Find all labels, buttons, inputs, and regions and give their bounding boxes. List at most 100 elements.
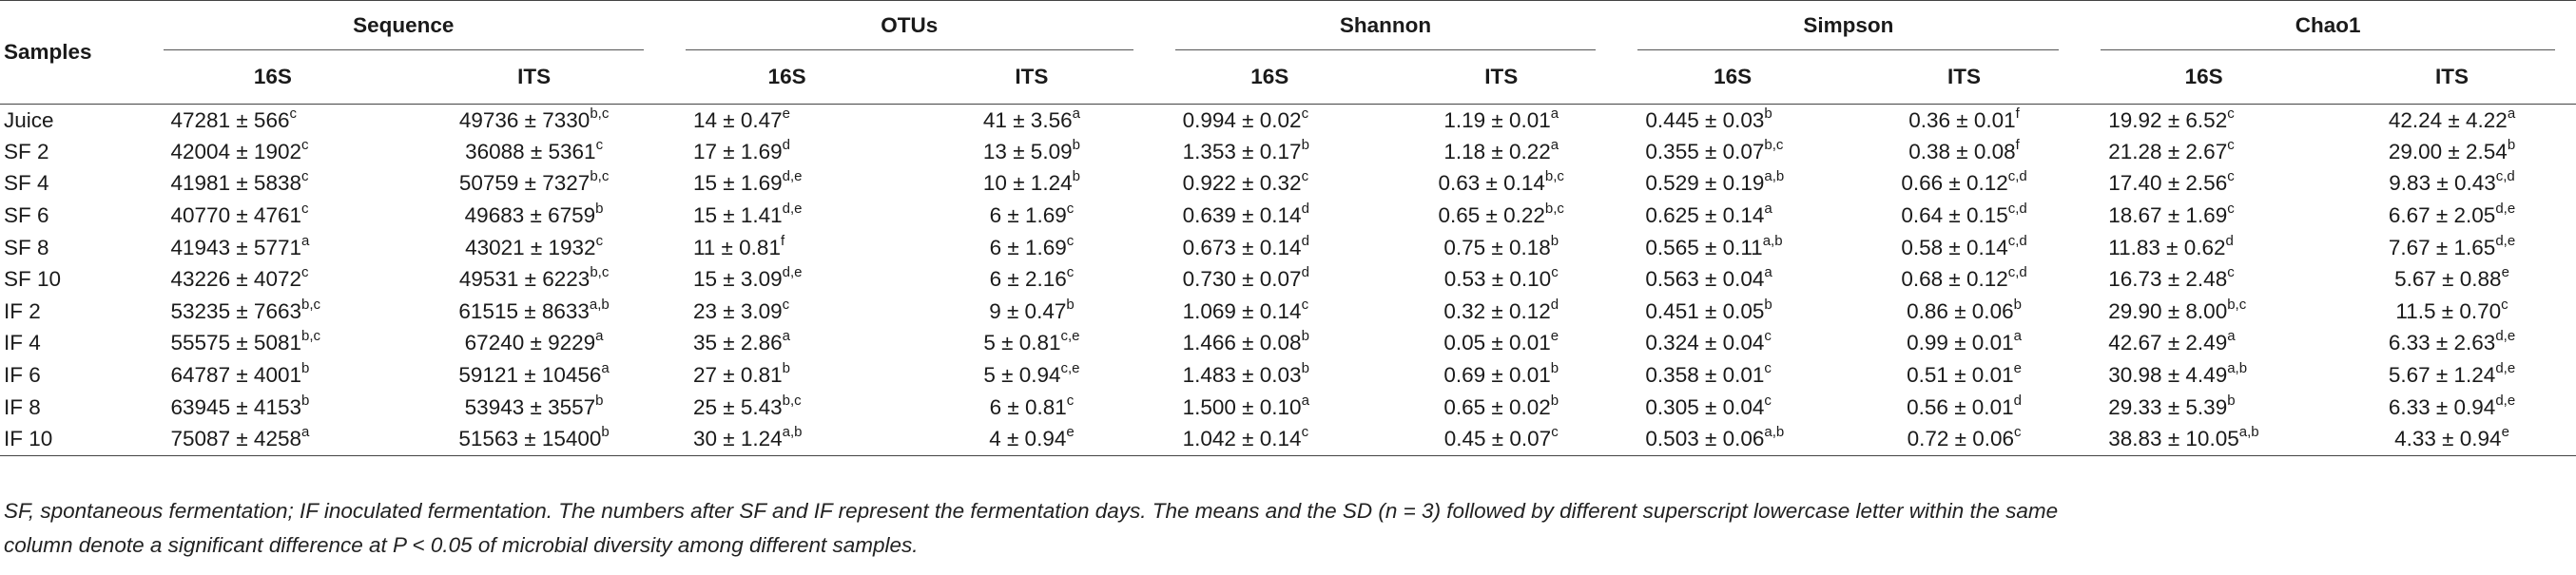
cell-value: 0.65 ± 0.02 (1443, 394, 1551, 419)
cell-superscript: d,e (2495, 392, 2516, 409)
header-samples: Samples (4, 40, 92, 64)
header-group-otus: OTUs (665, 1, 1154, 50)
table-cell: 50759 ± 7327b,c (403, 168, 665, 201)
cell-value: 1.069 ± 0.14 (1182, 298, 1302, 323)
cell-value: 29.33 ± 5.39 (2108, 394, 2228, 419)
table-cell: 0.38 ± 0.08f (1849, 136, 2080, 168)
cell-value: 49531 ± 6223 (458, 267, 591, 292)
cell-value: 55575 ± 5081 (170, 331, 301, 355)
table-cell: 0.565 ± 0.11a,b (1617, 232, 1848, 264)
cell-value: 0.69 ± 0.01 (1443, 363, 1551, 388)
table-cell: 35 ± 2.86a (665, 328, 909, 360)
cell-superscript: b (595, 392, 604, 409)
cell-superscript: a (1550, 136, 1559, 153)
table-row: IF 2 53235 ± 7663b,c 61515 ± 8633a,b 23 ± 3… (0, 296, 2576, 328)
table-cell: 23 ± 3.09c (665, 296, 909, 328)
row-label: SF 4 (4, 171, 49, 196)
table-cell: 0.922 ± 0.32c (1154, 168, 1385, 201)
cell-value: 64787 ± 4001 (170, 363, 301, 388)
cell-value: 38.83 ± 10.05 (2108, 426, 2239, 450)
row-label: SF 10 (4, 267, 62, 292)
cell-superscript: c (595, 136, 604, 153)
cell-superscript: d (2225, 232, 2234, 249)
table-cell: 40770 ± 4761c (143, 200, 404, 232)
cell-value: 43021 ± 1932 (465, 235, 596, 259)
cell-superscript: b,c (301, 328, 321, 345)
cell-value: 0.56 ± 0.01 (1907, 394, 2014, 419)
cell-superscript: c (1301, 296, 1309, 313)
cell-superscript: c (2227, 201, 2235, 218)
cell-superscript: b,c (2227, 296, 2247, 313)
cell-superscript: c (1764, 360, 1772, 377)
cell-value: 15 ± 3.09 (692, 267, 783, 292)
cell-superscript: a,b (1762, 232, 1783, 249)
table-cell: 1.500 ± 0.10a (1154, 392, 1385, 424)
table-cell: 0.358 ± 0.01c (1617, 359, 1848, 392)
cell-superscript: d,e (782, 168, 803, 185)
cell-value: 6.33 ± 2.63 (2388, 331, 2496, 355)
cell-superscript: b (1066, 296, 1075, 313)
cell-value: 15 ± 1.69 (692, 171, 783, 196)
cell-superscript: a (301, 232, 310, 249)
cell-superscript: c (1301, 423, 1309, 440)
diversity-table: Samples Sequence OTUs Shannon Simpson Ch… (0, 0, 2576, 456)
cell-value: 0.75 ± 0.18 (1443, 235, 1551, 259)
table-cell: 5.67 ± 1.24d,e (2328, 359, 2576, 392)
cell-value: 40770 ± 4761 (170, 203, 301, 228)
cell-superscript: b (301, 392, 310, 409)
row-label: SF 2 (4, 139, 49, 163)
cell-value: 27 ± 0.81 (692, 363, 783, 388)
cell-superscript: c (1551, 264, 1559, 281)
table-cell: 14 ± 0.47e (665, 105, 909, 137)
cell-value: 0.58 ± 0.14 (1901, 235, 2008, 259)
table-cell: 0.75 ± 0.18b (1385, 232, 1617, 264)
cell-value: 0.66 ± 0.12 (1901, 171, 2008, 196)
table-cell: 0.639 ± 0.14d (1154, 200, 1385, 232)
cell-value: 29.00 ± 2.54 (2388, 139, 2508, 163)
cell-superscript: c (1301, 168, 1309, 185)
cell-superscript: a (1550, 105, 1559, 122)
cell-superscript: b (1301, 328, 1309, 345)
cell-superscript: d,e (2495, 201, 2516, 218)
table-cell: 0.66 ± 0.12c,d (1849, 168, 2080, 201)
cell-superscript: b,c (301, 296, 321, 313)
cell-value: 9.83 ± 0.43 (2389, 171, 2496, 196)
table-cell: 16.73 ± 2.48c (2080, 263, 2328, 296)
cell-value: 14 ± 0.47 (692, 107, 783, 132)
table-row: SF 6 40770 ± 4761c 49683 ± 6759b 15 ± 1.41d… (0, 200, 2576, 232)
cell-superscript: a (2507, 105, 2516, 122)
table-cell: 41981 ± 5838c (143, 168, 404, 201)
cell-value: 0.36 ± 0.01 (1908, 107, 2016, 132)
cell-superscript: c (1551, 423, 1559, 440)
table-cell: 1.483 ± 0.03b (1154, 359, 1385, 392)
row-label: SF 6 (4, 203, 49, 228)
cell-value: 0.38 ± 0.08 (1908, 139, 2016, 163)
table-cell: 67240 ± 9229a (403, 328, 665, 360)
table-cell: 47281 ± 566c (143, 105, 404, 137)
table-cell: 0.86 ± 0.06b (1849, 296, 2080, 328)
cell-superscript: e (1550, 328, 1559, 345)
cell-superscript: d,e (782, 264, 803, 281)
table-cell: 6.33 ± 2.63d,e (2328, 328, 2576, 360)
cell-value: 10 ± 1.24 (982, 171, 1073, 196)
table-cell: 0.68 ± 0.12c,d (1849, 263, 2080, 296)
cell-value: 19.92 ± 6.52 (2108, 107, 2228, 132)
cell-value: 53235 ± 7663 (170, 298, 301, 323)
cell-superscript: c (1764, 328, 1772, 345)
table-cell: 0.324 ± 0.04c (1617, 328, 1848, 360)
cell-superscript: b (1550, 392, 1559, 409)
table-cell: 53943 ± 3557b (403, 392, 665, 424)
cell-value: 0.324 ± 0.04 (1645, 331, 1765, 355)
header-group-chao1: Chao1 (2080, 1, 2576, 50)
row-label: IF 4 (4, 331, 41, 355)
table-cell: 41943 ± 5771a (143, 232, 404, 264)
cell-value: 5.67 ± 1.24 (2388, 363, 2496, 388)
cell-superscript: d,e (2495, 328, 2516, 345)
cell-value: 47281 ± 566 (170, 107, 290, 132)
cell-value: 6 ± 1.69 (989, 203, 1067, 228)
cell-superscript: a (2013, 328, 2022, 345)
cell-value: 4.33 ± 0.94 (2394, 426, 2502, 450)
cell-value: 9 ± 0.47 (989, 298, 1067, 323)
cell-superscript: b (595, 201, 604, 218)
table-cell: 13 ± 5.09b (909, 136, 1153, 168)
